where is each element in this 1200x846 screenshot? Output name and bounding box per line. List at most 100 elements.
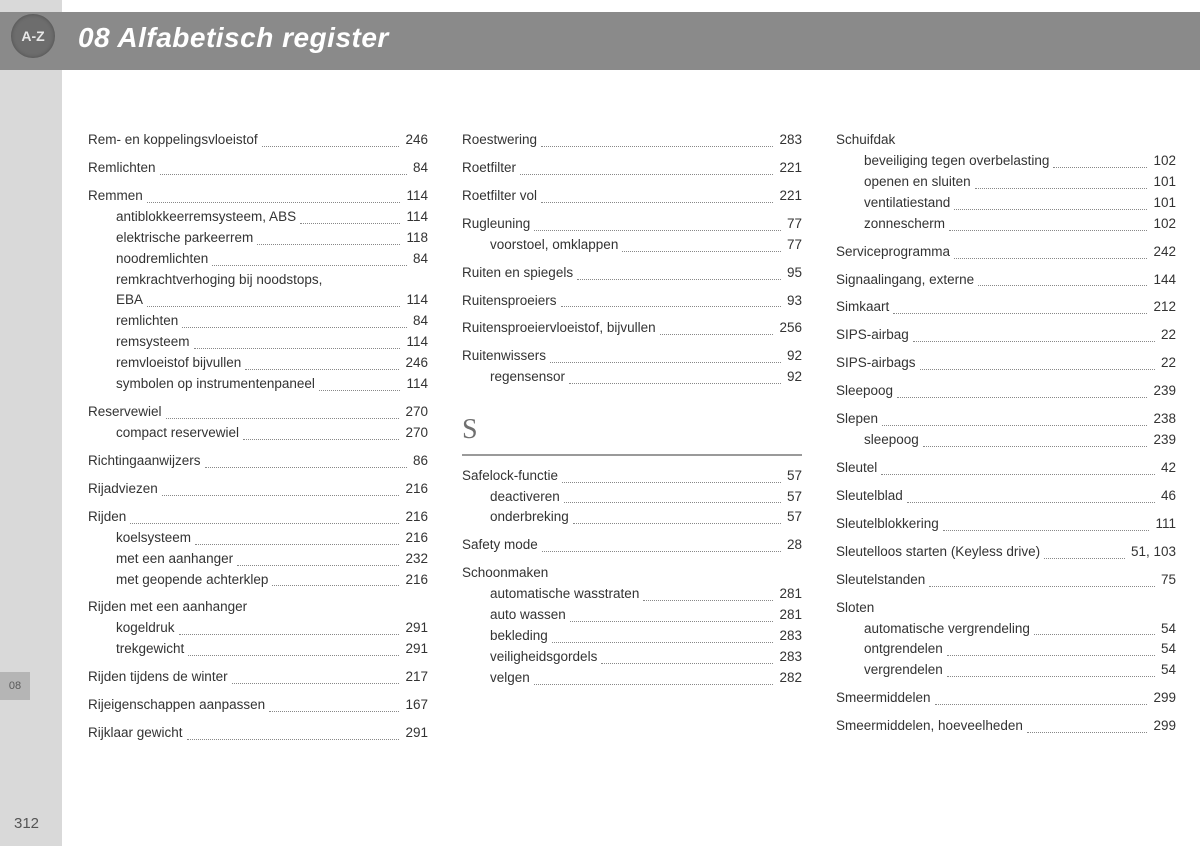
leader-dots — [954, 193, 1147, 210]
index-label: Sleutelstanden — [836, 570, 925, 591]
index-entry: Rijeigenschappen aanpassen167 — [88, 695, 428, 716]
leader-dots — [245, 353, 399, 370]
index-label: Ruiten en spiegels — [462, 263, 573, 284]
index-page-ref: 238 — [1151, 409, 1176, 430]
index-label: compact reservewiel — [116, 423, 239, 444]
leader-dots — [561, 291, 781, 308]
leader-dots — [212, 249, 407, 266]
index-label: onderbreking — [490, 507, 569, 528]
spacer — [836, 290, 1176, 297]
leader-dots — [232, 667, 400, 684]
leader-dots — [1044, 542, 1125, 559]
index-label: velgen — [490, 668, 530, 689]
index-entry: Roetfilter vol221 — [462, 186, 802, 207]
leader-dots — [954, 242, 1147, 259]
index-label: Slepen — [836, 409, 878, 430]
index-page-ref: 54 — [1159, 619, 1176, 640]
leader-dots — [179, 618, 400, 635]
index-page-ref: 283 — [777, 626, 802, 647]
index-entry-nobreak: Sloten — [836, 598, 1176, 619]
index-subentry: zonnescherm102 — [836, 214, 1176, 235]
index-label: Smeermiddelen — [836, 688, 931, 709]
index-entry: Rijden tijdens de winter217 — [88, 667, 428, 688]
section-tab: 08 — [0, 672, 30, 700]
leader-dots — [947, 660, 1155, 677]
index-entry: Rijadviezen216 — [88, 479, 428, 500]
leader-dots — [205, 451, 407, 468]
spacer — [836, 479, 1176, 486]
leader-dots — [147, 186, 401, 203]
index-page-ref: 75 — [1159, 570, 1176, 591]
spacer — [462, 284, 802, 291]
index-subentry: remvloeistof bijvullen246 — [88, 353, 428, 374]
spacer — [836, 535, 1176, 542]
leader-dots — [182, 311, 407, 328]
index-label: Roestwering — [462, 130, 537, 151]
index-page-ref: 114 — [404, 332, 428, 353]
index-entry: Ruitensproeiervloeistof, bijvullen256 — [462, 318, 802, 339]
index-subentry: voorstoel, omklappen77 — [462, 235, 802, 256]
index-page-ref: 114 — [404, 374, 428, 395]
leader-dots — [552, 626, 774, 643]
leader-dots — [166, 402, 400, 419]
index-label: Ruitensproeiers — [462, 291, 557, 312]
index-page-ref: 77 — [785, 214, 802, 235]
index-label: SIPS-airbags — [836, 353, 916, 374]
index-page-ref: 216 — [403, 528, 428, 549]
index-label: remlichten — [116, 311, 178, 332]
index-entry: SIPS-airbag22 — [836, 325, 1176, 346]
left-rail — [0, 0, 62, 846]
index-page-ref: 111 — [1153, 514, 1176, 535]
index-entry: Sleutelstanden 75 — [836, 570, 1176, 591]
leader-dots — [920, 353, 1155, 370]
index-page-ref: 246 — [403, 353, 428, 374]
spacer — [462, 179, 802, 186]
index-entry: Richtingaanwijzers86 — [88, 451, 428, 472]
leader-dots — [935, 688, 1148, 705]
index-label: Serviceprogramma — [836, 242, 950, 263]
index-entry: Sleepoog239 — [836, 381, 1176, 402]
spacer — [462, 311, 802, 318]
index-entry: Serviceprogramma242 — [836, 242, 1176, 263]
index-label: Smeermiddelen, hoeveelheden — [836, 716, 1023, 737]
index-page-ref: 57 — [785, 466, 802, 487]
index-column: Rem- en koppelingsvloeistof246Remlichten… — [88, 130, 428, 744]
index-page-ref: 291 — [403, 723, 428, 744]
index-label: automatische vergrendeling — [864, 619, 1030, 640]
leader-dots — [622, 235, 781, 252]
spacer — [88, 472, 428, 479]
index-label: openen en sluiten — [864, 172, 971, 193]
index-label: symbolen op instrumentenpaneel — [116, 374, 315, 395]
index-entry: Sleutel42 — [836, 458, 1176, 479]
index-page-ref: 54 — [1159, 660, 1176, 681]
leader-dots — [542, 535, 781, 552]
index-label: koelsysteem — [116, 528, 191, 549]
index-label: Ruitensproeiervloeistof, bijvullen — [462, 318, 656, 339]
spacer — [836, 563, 1176, 570]
leader-dots — [194, 332, 401, 349]
index-label: Remmen — [88, 186, 143, 207]
leader-dots — [893, 297, 1147, 314]
index-subentry: velgen282 — [462, 668, 802, 689]
spacer — [836, 235, 1176, 242]
index-columns: Rem- en koppelingsvloeistof246Remlichten… — [88, 130, 1178, 744]
leader-dots — [660, 318, 774, 335]
badge-text: A-Z — [21, 28, 44, 44]
spacer — [88, 151, 428, 158]
leader-dots — [534, 668, 774, 685]
leader-dots — [882, 409, 1147, 426]
leader-dots — [147, 290, 400, 307]
index-page-ref: 232 — [403, 549, 428, 570]
leader-dots — [978, 270, 1147, 287]
index-label: Rijadviezen — [88, 479, 158, 500]
leader-dots — [947, 639, 1155, 656]
leader-dots — [929, 570, 1155, 587]
index-label: vergrendelen — [864, 660, 943, 681]
leader-dots — [881, 458, 1155, 475]
index-page-ref: 102 — [1151, 151, 1176, 172]
leader-dots — [913, 325, 1155, 342]
index-entry: Roestwering283 — [462, 130, 802, 151]
leader-dots — [975, 172, 1148, 189]
leader-dots — [564, 487, 781, 504]
index-label: Richtingaanwijzers — [88, 451, 201, 472]
